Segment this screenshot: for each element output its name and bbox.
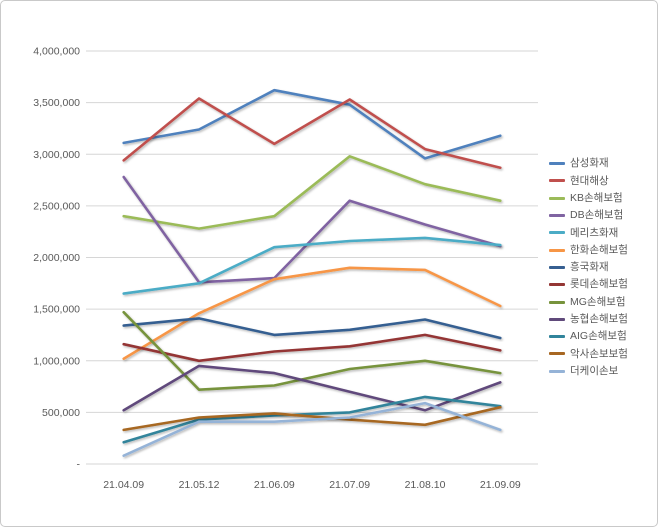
legend-swatch-icon (549, 214, 565, 218)
y-axis-tick-label: 500,000 (42, 407, 80, 419)
x-axis-tick-label: 21.08.10 (405, 479, 446, 491)
legend-item: 한화손해보험 (549, 241, 628, 258)
legend-label: 현대해상 (570, 174, 609, 187)
legend-item: 악사손보보험 (549, 345, 628, 362)
legend-swatch-icon (549, 196, 565, 200)
legend-swatch-icon (549, 317, 565, 321)
y-axis-tick-label: 1,500,000 (33, 304, 80, 316)
legend-label: 흥국화재 (570, 261, 609, 274)
y-axis-tick-label: 3,000,000 (33, 149, 80, 161)
legend-label: 삼성화재 (570, 157, 609, 170)
series-line (122, 395, 502, 444)
series-line (122, 266, 502, 361)
legend-swatch-icon (549, 231, 565, 235)
series-line (122, 364, 502, 412)
legend-swatch-icon (549, 352, 565, 356)
legend-label: KB손해보험 (570, 191, 623, 204)
legend-swatch-icon (549, 300, 565, 304)
legend-label: 한화손해보험 (570, 243, 628, 256)
legend-label: MG손해보험 (570, 295, 626, 308)
legend-swatch-icon (549, 162, 565, 166)
legend-label: DB손해보험 (570, 209, 624, 222)
legend-label: 더케이손보 (570, 364, 619, 377)
legend-swatch-icon (549, 369, 565, 373)
legend-swatch-icon (549, 265, 565, 269)
legend-item: AIG손해보험 (549, 328, 628, 345)
legend-swatch-icon (549, 248, 565, 252)
series-line (122, 310, 502, 392)
x-axis-tick-label: 21.05.12 (179, 479, 220, 491)
x-axis-tick-label: 21.04.09 (103, 479, 144, 491)
series-line (122, 88, 502, 160)
legend-label: 롯데손해보험 (570, 278, 628, 291)
legend-item: 현대해상 (549, 172, 628, 189)
legend-label: 악사손보보험 (570, 347, 628, 360)
legend-label: 농협손해보험 (570, 313, 628, 326)
y-axis-tick-label: 1,000,000 (33, 355, 80, 367)
legend-item: MG손해보험 (549, 293, 628, 310)
legend-item: 롯데손해보험 (549, 276, 628, 293)
y-axis-tick-label: 2,000,000 (33, 252, 80, 264)
series-line (122, 236, 502, 295)
legend-label: 메리츠화재 (570, 226, 619, 239)
series-line (122, 97, 502, 169)
series-line (122, 317, 502, 340)
x-axis-tick-label: 21.09.09 (480, 479, 521, 491)
legend-label: AIG손해보험 (570, 330, 627, 343)
legend-item: DB손해보험 (549, 207, 628, 224)
legend-item: 메리츠화재 (549, 224, 628, 241)
legend-item: 삼성화재 (549, 155, 628, 172)
legend-item: 더케이손보 (549, 363, 628, 380)
legend-item: 농협손해보험 (549, 311, 628, 328)
y-axis-tick-label: 3,500,000 (33, 97, 80, 109)
series-line (122, 401, 502, 458)
series-line (122, 175, 502, 284)
legend-item: 흥국화재 (549, 259, 628, 276)
y-axis-tick-label: 2,500,000 (33, 200, 80, 212)
series-line (122, 333, 502, 363)
x-axis-tick-label: 21.07.09 (329, 479, 370, 491)
series-line (122, 405, 502, 432)
legend-item: KB손해보험 (549, 190, 628, 207)
series-line (122, 155, 502, 230)
legend-swatch-icon (549, 179, 565, 183)
y-axis-tick-label: 4,000,000 (33, 46, 80, 58)
y-axis-tick-label: - (77, 459, 81, 471)
x-axis-tick-label: 21.06.09 (254, 479, 295, 491)
legend-swatch-icon (549, 283, 565, 287)
legend-swatch-icon (549, 335, 565, 339)
